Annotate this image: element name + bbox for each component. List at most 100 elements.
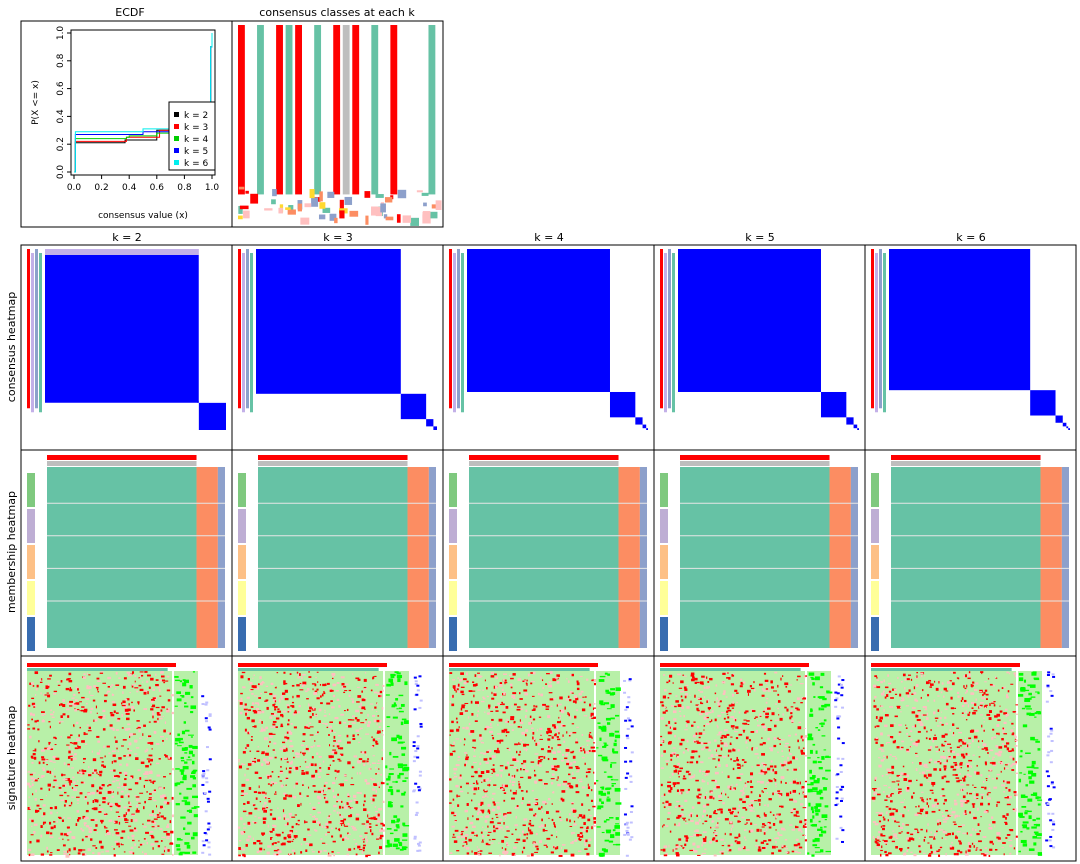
- signature-cell: [815, 750, 818, 754]
- signature-cell: [627, 701, 631, 704]
- signature-cell: [208, 853, 212, 856]
- signature-cell: [167, 823, 169, 827]
- signature-cell: [560, 801, 563, 803]
- membership-top: [47, 461, 197, 466]
- signature-cell: [533, 814, 537, 817]
- signature-cell: [451, 720, 454, 724]
- signature-cell: [33, 778, 36, 781]
- signature-cell: [139, 777, 142, 780]
- signature-cell: [878, 820, 882, 823]
- signature-cell: [118, 845, 120, 848]
- signature-cell: [697, 697, 700, 700]
- signature-cell: [368, 767, 371, 771]
- signature-cell: [696, 795, 700, 798]
- signature-cell: [678, 805, 681, 808]
- signature-cell: [492, 671, 494, 674]
- signature-cell: [41, 756, 45, 759]
- signature-cell: [171, 814, 174, 818]
- signature-cell: [684, 688, 688, 691]
- signature-cell: [130, 705, 135, 709]
- signature-cell: [106, 690, 111, 693]
- signature-cell: [961, 753, 965, 757]
- signature-cell: [993, 704, 996, 707]
- signature-cell: [725, 696, 728, 698]
- signature-cell: [926, 712, 928, 716]
- signature-cell: [275, 726, 278, 729]
- signature-cell: [243, 823, 246, 825]
- signature-cell: [763, 831, 766, 833]
- signature-cell: [775, 829, 777, 831]
- signature-cell: [721, 734, 725, 737]
- signature-cell: [515, 790, 517, 792]
- signature-cell: [763, 840, 767, 842]
- signature-cell: [508, 674, 512, 677]
- signature-cell: [714, 748, 717, 751]
- signature-cell: [43, 693, 45, 696]
- signature-cell: [750, 829, 754, 833]
- signature-cell: [878, 719, 881, 722]
- signature-cell: [149, 763, 152, 766]
- signature-cell: [350, 719, 355, 721]
- signature-cell: [972, 711, 976, 715]
- signature-cell: [490, 675, 495, 678]
- signature-cell: [585, 678, 589, 681]
- signature-cell: [523, 680, 526, 682]
- signature-cell: [785, 685, 788, 688]
- signature-cell: [281, 831, 284, 834]
- consensus-annotation: [31, 253, 34, 413]
- signature-cell: [108, 752, 111, 755]
- signature-cell: [266, 851, 270, 855]
- signature-cell: [464, 763, 466, 767]
- signature-cell: [144, 749, 146, 753]
- legend-swatch: [174, 148, 179, 153]
- signature-cell: [145, 680, 149, 683]
- signature-cell: [736, 759, 740, 762]
- signature-cell: [535, 799, 539, 801]
- signature-cell: [717, 725, 719, 729]
- signature-cell: [246, 696, 250, 699]
- signature-cell: [841, 679, 845, 682]
- signature-cell: [586, 793, 589, 797]
- signature-cell: [798, 766, 800, 770]
- signature-cell: [940, 829, 944, 831]
- signature-cell: [68, 783, 72, 785]
- signature-cell: [40, 711, 45, 713]
- signature-cell: [809, 818, 813, 823]
- signature-cell: [971, 707, 974, 709]
- signature-cell: [708, 841, 713, 844]
- signature-cell: [590, 748, 593, 752]
- signature-cell: [486, 751, 489, 753]
- signature-cell: [254, 815, 257, 818]
- signature-cell: [291, 816, 296, 818]
- signature-cell: [975, 698, 977, 701]
- signature-cell: [124, 708, 129, 712]
- signature-cell: [1005, 837, 1008, 839]
- signature-cell: [788, 749, 790, 752]
- signature-cell: [660, 744, 663, 746]
- signature-cell: [984, 681, 987, 683]
- signature-cell: [263, 848, 265, 851]
- signature-cell: [540, 693, 544, 697]
- signature-cell: [266, 701, 268, 704]
- signature-cell: [120, 836, 124, 839]
- signature-cell: [287, 834, 291, 836]
- signature-cell: [674, 805, 678, 809]
- signature-cell: [460, 785, 462, 789]
- signature-cell: [474, 851, 478, 855]
- signature-cell: [191, 836, 195, 840]
- signature-cell: [398, 694, 404, 697]
- signature-cell: [244, 747, 246, 751]
- signature-cell: [565, 748, 570, 752]
- signature-cell: [341, 824, 343, 827]
- signature-cell: [117, 719, 120, 722]
- signature-cell: [117, 800, 121, 802]
- signature-cell: [82, 676, 87, 680]
- signature-cell: [464, 809, 469, 813]
- signature-cell: [185, 691, 191, 695]
- signature-cell: [835, 797, 839, 800]
- signature-cell: [404, 777, 409, 779]
- signature-cell: [804, 734, 808, 738]
- signature-cell: [759, 816, 761, 819]
- signature-cell: [947, 756, 951, 760]
- signature-cell: [676, 755, 680, 758]
